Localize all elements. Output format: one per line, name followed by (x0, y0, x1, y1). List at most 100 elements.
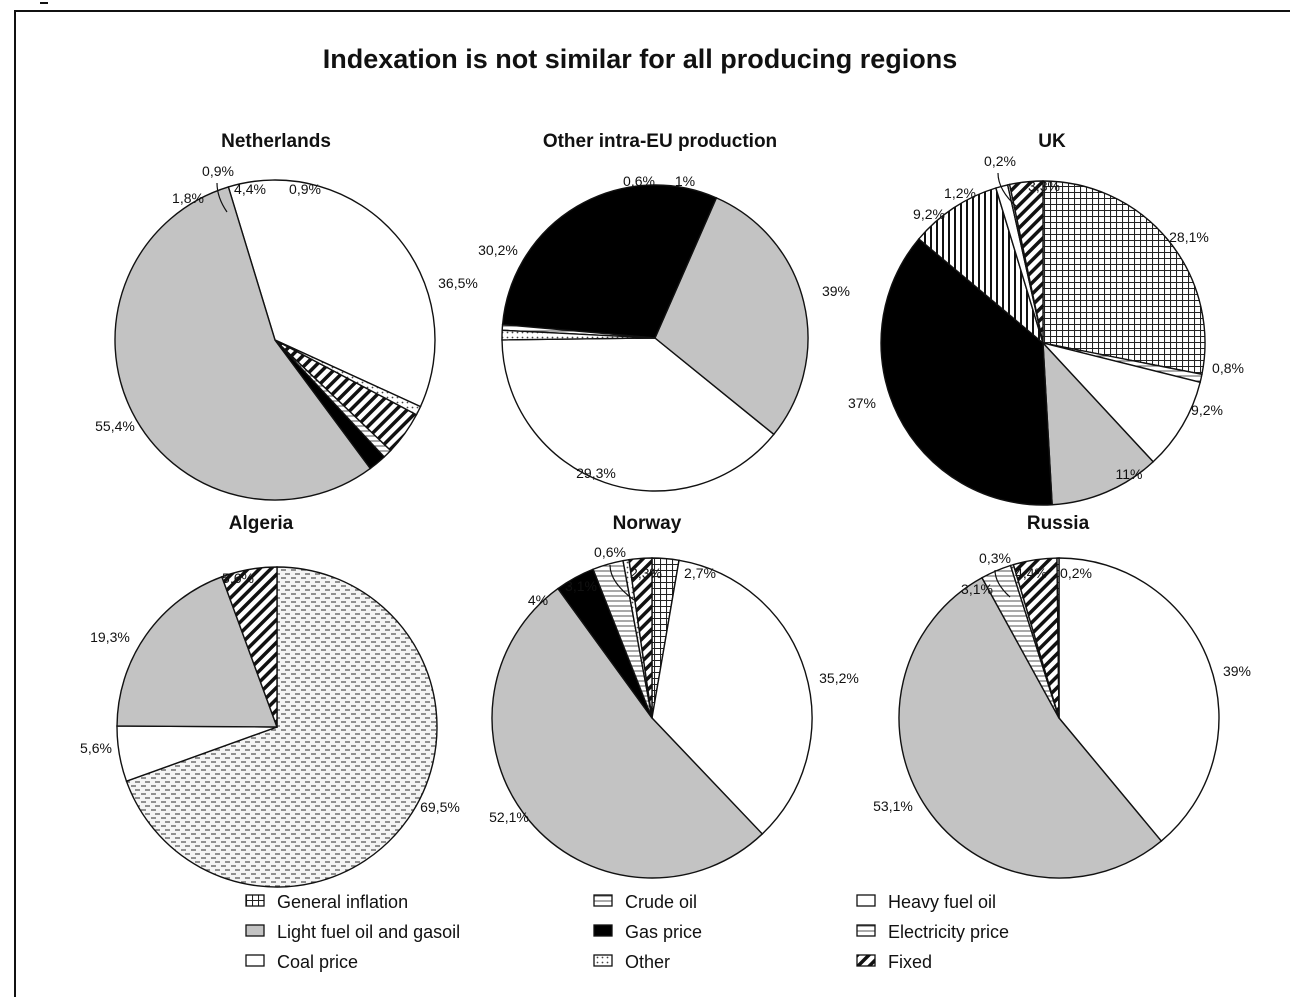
data-label: 39% (822, 283, 850, 299)
slice-heavy-fuel-oil (227, 179, 436, 408)
leader-line (994, 569, 1011, 598)
pie-title-russia: Russia (1027, 513, 1090, 534)
data-label: 1% (675, 173, 695, 189)
slice-light-fuel-oil (654, 196, 809, 436)
legend-label: Electricity price (888, 922, 1009, 942)
slice-general-inflation (1042, 180, 1206, 376)
data-label: 0,6% (623, 173, 655, 189)
slice-other (274, 339, 422, 416)
data-label: 0,9% (289, 181, 321, 197)
legend-label: Heavy fuel oil (888, 892, 996, 912)
pie-title-algeria: Algeria (229, 513, 294, 534)
legend-item-fixed: Fixed (856, 952, 932, 972)
data-label: 0,3% (979, 550, 1011, 566)
slice-crude-oil (125, 566, 438, 888)
top-edge-mark (40, 2, 48, 4)
slice-heavy-fuel-oil (651, 559, 813, 835)
legend-item-heavy-fuel-oil: Heavy fuel oil (856, 892, 996, 912)
leader-line (216, 182, 228, 213)
data-label: 9,2% (1191, 402, 1223, 418)
legend-label: Coal price (277, 952, 358, 972)
slice-light-fuel-oil (114, 186, 372, 501)
chart-frame (14, 10, 1290, 997)
data-label: 0,9% (202, 163, 234, 179)
pie-title-other-intra-eu: Other intra-EU production (543, 131, 777, 152)
pie-uk: 28,1% 0,8% 9,2% 11% 37% 9,2% 1,2% 0,2% 3,3% (848, 153, 1244, 506)
legend-swatch (856, 954, 876, 967)
data-label: 35,2% (819, 670, 859, 686)
data-label: 52,1% (489, 809, 529, 825)
data-label: 55,4% (95, 418, 135, 434)
legend-swatch (593, 954, 613, 967)
legend-label: Fixed (888, 952, 932, 972)
slice-light-fuel-oil (898, 576, 1163, 879)
slice-light-fuel-oil (1042, 341, 1155, 506)
legend-swatch (245, 954, 265, 967)
legend-swatch (593, 924, 613, 937)
legend-label: General inflation (277, 892, 408, 912)
slice-fixed (628, 557, 653, 719)
data-label: 19,3% (90, 629, 130, 645)
slice-light-fuel-oil (116, 575, 279, 728)
slice-electricity-price (917, 187, 1045, 346)
legend-item-coal-price: Coal price (245, 952, 358, 972)
legend-item-light-fuel-oil: Light fuel oil and gasoil (245, 922, 460, 942)
data-label: 5,6% (222, 570, 254, 586)
data-label: 0,2% (1060, 565, 1092, 581)
slice-heavy-fuel-oil (1040, 341, 1202, 463)
pie-title-uk: UK (1038, 131, 1066, 152)
legend: General inflation Crude oil Heavy fuel oil… (245, 892, 1009, 972)
legend-label: Other (625, 952, 670, 972)
legend-item-electricity-price: Electricity price (856, 922, 1009, 942)
slice-gas-price (501, 184, 718, 339)
data-label: 36,5% (438, 275, 478, 291)
data-label: 5,6% (80, 740, 112, 756)
slice-fixed (220, 566, 278, 728)
data-label: 28,1% (1169, 229, 1209, 245)
data-label: 3,3% (1028, 178, 1060, 194)
pie-netherlands: 36,5%55,4%1,8%0,9%4,4% 0,9% (95, 163, 478, 501)
legend-swatch (856, 924, 876, 937)
data-label: 4,4% (234, 181, 266, 197)
slice-general-inflation (1056, 557, 1060, 719)
data-label: 0,8% (1212, 360, 1244, 376)
data-label: 0,6% (594, 544, 626, 560)
data-label: 3,1% (565, 578, 597, 594)
slice-heavy-fuel-oil (1058, 557, 1220, 843)
slice-gas-price (880, 237, 1053, 506)
slice-other (501, 329, 656, 341)
legend-item-general-inflation: General inflation (245, 892, 408, 912)
data-label: 11% (1116, 466, 1143, 482)
data-label: 53,1% (873, 798, 913, 814)
legend-swatch (593, 894, 613, 907)
pie-title-netherlands: Netherlands (221, 131, 331, 152)
data-label: 4,4% (1015, 565, 1047, 581)
data-label: 0,2% (984, 153, 1016, 169)
legend-swatch (856, 894, 876, 907)
pie-norway: 2,7% 35,2% 52,1% 4% 3,1% 0,6%2,3% (489, 544, 859, 879)
data-label: 37% (848, 395, 876, 411)
legend-swatch (245, 924, 265, 937)
pie-title-norway: Norway (613, 513, 682, 534)
legend-label: Light fuel oil and gasoil (277, 922, 460, 942)
slice-fixed (1008, 180, 1044, 344)
data-label: 2,7% (684, 565, 716, 581)
legend-item-crude-oil: Crude oil (593, 892, 697, 912)
legend-label: Gas price (625, 922, 702, 942)
data-label: 1,2% (944, 185, 976, 201)
data-label: 1,8% (172, 190, 204, 206)
slice-light-fuel-oil (491, 587, 764, 879)
leader-line (997, 172, 1019, 209)
data-label: 4% (528, 592, 548, 608)
data-label: 30,2% (478, 242, 518, 258)
data-label: 69,5% (420, 799, 460, 815)
data-label: 3,1% (961, 581, 993, 597)
data-label: 29,3% (576, 465, 616, 481)
chart-title: Indexation is not similar for all produc… (323, 44, 958, 74)
slice-heavy-fuel-oil (501, 337, 775, 492)
legend-swatch (245, 894, 265, 907)
data-label: 39% (1223, 663, 1251, 679)
data-label: 2,3% (630, 565, 662, 581)
legend-item-other: Other (593, 952, 670, 972)
